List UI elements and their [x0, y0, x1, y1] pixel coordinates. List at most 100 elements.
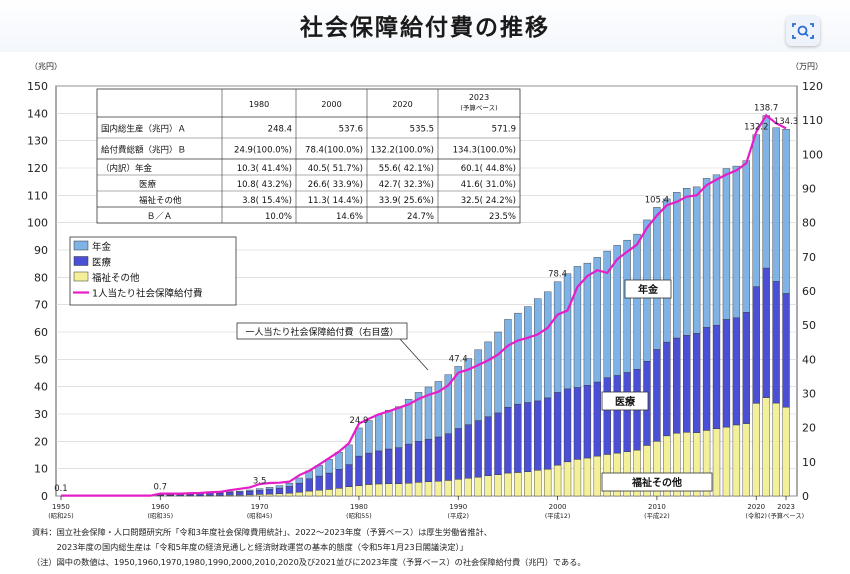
bar-segment: [633, 233, 641, 370]
per-capita-line: [60, 113, 787, 497]
bar-segment: [325, 472, 333, 490]
table-cell: 2023: [469, 93, 489, 102]
table-cell: 福祉その他: [139, 195, 182, 206]
bar-segment: [345, 464, 353, 487]
right-tick-label: 30: [802, 388, 816, 401]
data-table: [96, 88, 521, 224]
bar-segment: [742, 160, 750, 313]
x-tick-label: 2000: [549, 503, 567, 511]
region-label-box: [601, 472, 713, 492]
bar-segment: [573, 266, 582, 388]
value-annotation: 0.1: [54, 484, 68, 494]
bar-segment: [464, 358, 472, 425]
bar-segment: [424, 386, 433, 440]
bar-segment: [524, 306, 532, 403]
x-tick-sublabel: (令和2): [745, 511, 767, 520]
table-cell: 42.7( 32.3%): [379, 180, 434, 190]
bar-segment: [613, 245, 621, 376]
bar-segment: [762, 115, 770, 269]
x-tick-label: 2023: [777, 503, 795, 511]
table-cell: 248.4: [268, 125, 292, 135]
table-cell: （内訳）年金: [101, 163, 153, 174]
bar-segment: [315, 475, 323, 491]
x-tick-label: 1970: [251, 503, 269, 511]
value-annotation: 24.9: [349, 416, 368, 426]
x-tick-label: 1950: [52, 503, 70, 511]
right-tick-label: 40: [802, 353, 816, 366]
footnote: （注）図中の数値は、1950,1960,1970,1980,1990,2000,…: [32, 557, 586, 567]
benefits-chart: 0 10 20 30 40 50 60 70 80 90 100 110 120 130 140 150 0 10…: [27, 61, 823, 520]
bar-segment: [543, 397, 552, 470]
bar-segment: [613, 375, 621, 454]
bar-segment: [335, 452, 343, 470]
value-annotation: 0.7: [154, 483, 168, 493]
bar-segment: [365, 420, 373, 454]
left-axis-unit: （兆円）: [30, 61, 62, 71]
table-cell: 134.3(100.0%): [453, 146, 516, 156]
bar-segment: [772, 127, 780, 282]
bar-segment: [563, 388, 572, 463]
bar-segment: [295, 477, 304, 484]
table-cell: 78.4(100.0%): [305, 146, 363, 156]
bar-segment: [504, 406, 512, 474]
bar-segment: [404, 482, 413, 497]
bar-segment: [325, 459, 333, 474]
bar-segment: [692, 186, 701, 334]
bar-segment: [236, 490, 244, 493]
bar-segment: [335, 469, 343, 489]
bar-segment: [663, 341, 671, 437]
bar-segment: [762, 397, 770, 497]
bar-segment: [464, 478, 472, 497]
region-label-box: [601, 391, 649, 411]
legend-box: [69, 236, 237, 306]
bar-segment: [732, 165, 741, 318]
x-tick-sublabel: (昭和25): [48, 511, 74, 520]
bar-segment: [474, 476, 482, 497]
legend-swatch: [73, 256, 89, 266]
value-annotation: 132.2: [744, 123, 768, 133]
table-cell: 10.3( 41.4%): [237, 164, 292, 174]
source-note-1: 資料：国立社会保障・人口問題研究所「令和3年度社会保障費用統計」、2022～20…: [32, 527, 492, 537]
bar-segment: [603, 377, 611, 455]
bar-segment: [782, 128, 790, 294]
table-cell: 1980: [249, 100, 269, 109]
right-tick-label: 10: [802, 456, 816, 469]
right-tick-label: 120: [802, 80, 823, 93]
x-tick-sublabel: (昭和45): [247, 511, 273, 520]
bar-segment: [385, 448, 393, 484]
bar-segment: [454, 479, 462, 497]
bar-segment: [335, 488, 343, 497]
left-tick-label: 40: [34, 381, 48, 394]
bar-segment: [404, 443, 413, 484]
bar-segment: [355, 455, 363, 486]
bar-segment: [653, 207, 661, 350]
bar-segment: [683, 335, 691, 433]
lens-button[interactable]: [786, 16, 820, 46]
bar-segment: [543, 469, 552, 497]
bar-segment: [712, 174, 721, 326]
bar-segment: [732, 424, 741, 497]
bar-segment: [434, 436, 443, 482]
bar-segment: [752, 403, 760, 497]
bar-segment: [315, 490, 323, 497]
left-tick-label: 20: [34, 435, 48, 448]
bar-segment: [603, 250, 611, 378]
table-cell: 給付費総額（兆円）Ｂ: [101, 145, 186, 156]
table-cell: 3.8( 15.4%): [242, 196, 292, 206]
right-axis-unit: （万円）: [791, 62, 823, 71]
bar-segment: [762, 267, 770, 398]
table-cell: 132.2(100.0%): [371, 146, 434, 156]
bar-segment: [583, 262, 592, 386]
table-cell: 32.5( 24.2%): [461, 196, 516, 206]
right-tick-label: 90: [802, 183, 816, 196]
x-tick-sublabel: (昭和35): [148, 511, 174, 520]
bar-segment: [782, 406, 790, 497]
left-tick-label: 50: [34, 353, 48, 366]
bar-segment: [484, 416, 492, 476]
left-tick-label: 80: [34, 271, 48, 284]
bar-segment: [345, 486, 353, 497]
value-annotation: 134.3: [774, 117, 798, 127]
bar-segment: [504, 319, 512, 408]
x-tick-sublabel: (平成22): [644, 511, 670, 520]
bar-segment: [494, 331, 502, 414]
